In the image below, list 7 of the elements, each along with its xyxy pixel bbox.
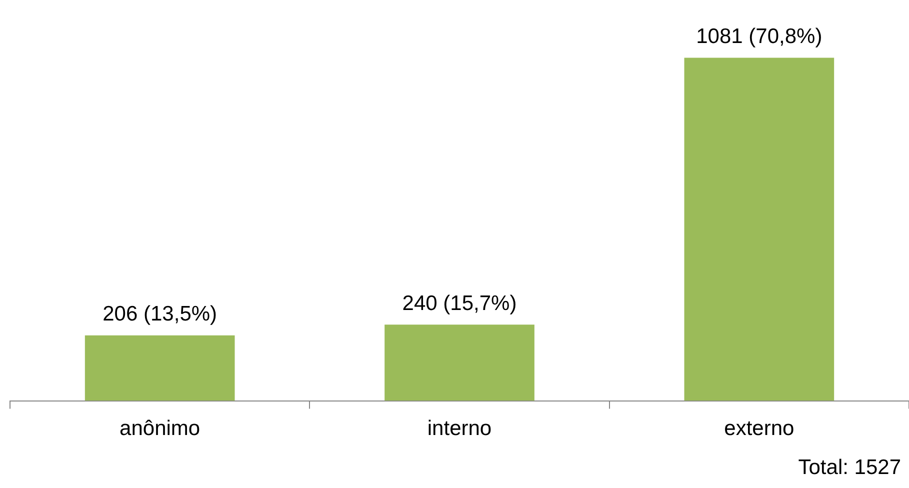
x-tick-label: anônimo <box>120 417 200 440</box>
data-label: 240 (15,7%) <box>402 292 517 315</box>
data-label: 1081 (70,8%) <box>696 25 822 48</box>
text: Total: 1527 <box>798 456 901 480</box>
data-label: 206 (13,5%) <box>102 302 218 326</box>
x-tick-label: externo <box>724 417 794 440</box>
x-tick-label: interno <box>427 417 492 440</box>
